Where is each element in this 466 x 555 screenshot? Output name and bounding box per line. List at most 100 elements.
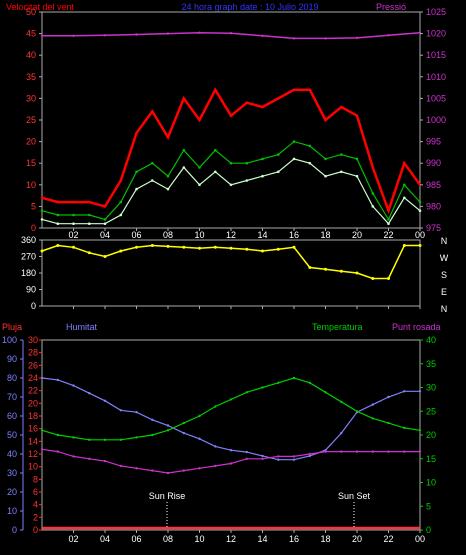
rain-title: Pluja: [2, 322, 22, 332]
direction-panel-frame: [41, 239, 421, 307]
wind-gust-point: [308, 88, 312, 92]
temperature-point: [166, 429, 170, 432]
wind-min-point: [340, 170, 343, 174]
dewpoint-point: [88, 457, 91, 460]
wind-min-point: [308, 161, 312, 165]
humidity-point: [72, 384, 75, 387]
dewpoint-point: [308, 452, 311, 456]
wind-min-point: [135, 187, 138, 191]
humidity-point: [245, 450, 248, 454]
temperature-point: [88, 438, 91, 441]
wind-avg-point: [371, 192, 375, 195]
humidity-temperature-panel: 0102030405060708090100024681012141618202…: [2, 335, 436, 544]
pressure-point: [40, 34, 44, 37]
dewpoint-point: [214, 464, 217, 468]
lower-panel-frame: [41, 339, 421, 531]
humidity-point: [261, 454, 264, 458]
direction-point: [72, 245, 75, 249]
humidity-tick-label: 12: [28, 449, 38, 459]
pressure-tick-label: 990: [426, 158, 441, 168]
wind-gust-point: [198, 118, 201, 122]
wind-gust-point: [340, 105, 343, 109]
dewpoint-point: [103, 459, 107, 463]
direction-point: [135, 245, 138, 249]
pressure-tick-label: 985: [426, 180, 441, 190]
time-tick-label: 10: [194, 230, 204, 240]
wind-tick-label: 20: [26, 137, 36, 147]
humidity-tick-label: 26: [28, 360, 38, 370]
lower-time-tick-label: 14: [257, 534, 267, 544]
humidity-point: [387, 395, 390, 399]
wind-avg-point: [245, 161, 249, 165]
lower-time-tick-label: 20: [352, 534, 362, 544]
wind-min-point: [40, 218, 44, 221]
humidity-tick-label: 0: [33, 525, 38, 535]
direction-point: [371, 277, 375, 280]
wind-avg-point: [229, 161, 233, 165]
wind-gust-point: [403, 161, 406, 165]
pressure-point: [261, 34, 264, 37]
wind-avg-point: [40, 209, 44, 212]
pressure-tick-label: 1015: [426, 50, 446, 60]
wind-gust-point: [355, 114, 359, 117]
pressure-tick-label: 1020: [426, 29, 446, 39]
wind-gust-point: [135, 131, 138, 135]
temperature-tick-label: 25: [426, 406, 436, 416]
wind-gust-point: [103, 205, 107, 208]
wind-min-point: [72, 222, 75, 225]
temperature-tick-label: 5: [426, 501, 431, 511]
wind-min-point: [387, 222, 390, 225]
wind-gust-point: [56, 200, 60, 204]
wind-avg-point: [198, 166, 201, 169]
humidity-point: [166, 424, 170, 427]
direction-line: [41, 244, 420, 280]
temperature-point: [40, 429, 44, 432]
wind-min-line: [41, 158, 421, 225]
temperature-point: [182, 421, 185, 425]
time-tick-label: 04: [100, 230, 110, 240]
pressure-tick-label: 980: [426, 201, 441, 211]
wind-min-point: [182, 166, 186, 169]
time-tick-label: 18: [320, 230, 330, 240]
dewpoint-point: [40, 448, 44, 451]
wind-gust-series: [40, 87, 422, 215]
humidity-point: [56, 378, 59, 382]
wind-tick-label: 10: [26, 180, 36, 190]
dewpoint-point: [56, 450, 59, 453]
wind-gust-point: [166, 136, 170, 139]
wind-speed-title: Velocitat del vent: [6, 2, 75, 12]
rain-tick-label: 60: [7, 411, 17, 421]
humidity-point: [277, 458, 280, 461]
dewpoint-point: [340, 450, 343, 453]
time-tick-label: 22: [383, 230, 393, 240]
wind-tick-label: 15: [26, 158, 36, 168]
wind-pressure-panel: 0510152025303540455097598098599099510001…: [26, 7, 446, 240]
wind-min-point: [324, 174, 327, 178]
time-tick-label: 16: [289, 230, 299, 240]
pressure-tick-label: 975: [426, 223, 441, 233]
lower-time-tick-label: 02: [68, 534, 78, 544]
temperature-title: Temperatura: [312, 322, 363, 332]
temperature-point: [119, 438, 123, 441]
rain-tick-label: 50: [7, 430, 17, 440]
wind-min-point: [119, 213, 123, 217]
direction-point: [182, 245, 186, 249]
dewpoint-point: [166, 471, 170, 475]
wind-min-point: [277, 170, 280, 174]
rain-tick-label: 40: [7, 449, 17, 459]
wind-min-point: [88, 222, 91, 225]
wind-min-point: [371, 205, 375, 208]
dewpoint-line: [41, 448, 420, 474]
wind-panel-frame: [41, 11, 421, 229]
wind-min-point: [292, 157, 296, 161]
wind-gust-point: [229, 114, 233, 117]
humidity-point: [88, 392, 91, 395]
wind-min-point: [261, 174, 264, 178]
rain-tick-label: 30: [7, 468, 17, 478]
wind-gust-line: [41, 87, 422, 215]
compass-label: E: [441, 287, 447, 297]
direction-point: [402, 244, 406, 247]
pressure-title: Pressió: [376, 2, 406, 12]
wind-gust-point: [119, 179, 123, 182]
wind-avg-point: [88, 213, 91, 217]
